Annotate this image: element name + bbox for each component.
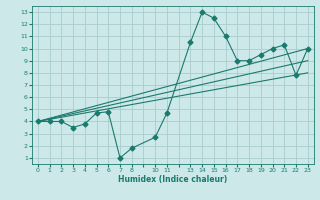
X-axis label: Humidex (Indice chaleur): Humidex (Indice chaleur) [118, 175, 228, 184]
